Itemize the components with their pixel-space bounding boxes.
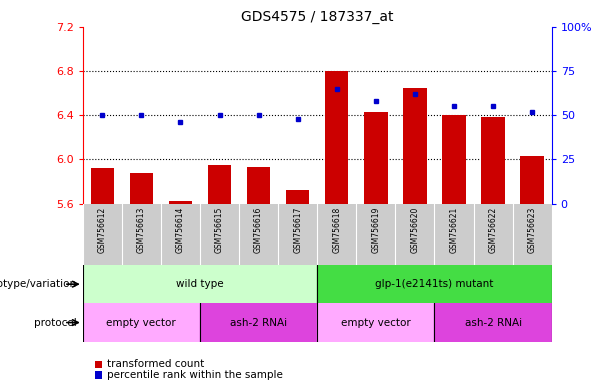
Text: ash-2 RNAi: ash-2 RNAi <box>465 318 522 328</box>
Bar <box>200 303 318 342</box>
Bar <box>286 190 310 204</box>
Text: GSM756616: GSM756616 <box>254 207 263 253</box>
Bar <box>435 303 552 342</box>
Bar <box>364 112 387 204</box>
Text: GSM756613: GSM756613 <box>137 207 146 253</box>
Text: glp-1(e2141ts) mutant: glp-1(e2141ts) mutant <box>375 279 493 289</box>
Title: GDS4575 / 187337_at: GDS4575 / 187337_at <box>241 10 394 25</box>
Text: GSM756623: GSM756623 <box>528 207 536 253</box>
Bar <box>318 265 552 303</box>
Text: empty vector: empty vector <box>107 318 177 328</box>
Bar <box>169 201 192 204</box>
Text: protocol: protocol <box>34 318 77 328</box>
Text: GSM756622: GSM756622 <box>489 207 498 253</box>
Bar <box>325 71 348 204</box>
Text: GSM756617: GSM756617 <box>293 207 302 253</box>
Bar <box>443 115 466 204</box>
Text: GSM756615: GSM756615 <box>215 207 224 253</box>
Bar <box>83 303 200 342</box>
Text: ash-2 RNAi: ash-2 RNAi <box>230 318 287 328</box>
Bar <box>520 156 544 204</box>
Text: percentile rank within the sample: percentile rank within the sample <box>107 370 283 380</box>
Text: GSM756618: GSM756618 <box>332 207 341 253</box>
Text: wild type: wild type <box>176 279 224 289</box>
Bar <box>208 165 231 204</box>
Bar <box>403 88 427 204</box>
Bar <box>318 303 435 342</box>
Text: transformed count: transformed count <box>107 359 205 369</box>
Text: genotype/variation: genotype/variation <box>0 279 77 289</box>
Bar <box>83 265 318 303</box>
Text: GSM756612: GSM756612 <box>98 207 107 253</box>
Text: GSM756619: GSM756619 <box>371 207 380 253</box>
Bar <box>247 167 270 204</box>
Text: empty vector: empty vector <box>341 318 411 328</box>
Text: GSM756621: GSM756621 <box>449 207 459 253</box>
Text: GSM756620: GSM756620 <box>411 207 419 253</box>
Bar <box>91 168 114 204</box>
Bar <box>130 173 153 204</box>
Text: GSM756614: GSM756614 <box>176 207 185 253</box>
Bar <box>481 118 504 204</box>
